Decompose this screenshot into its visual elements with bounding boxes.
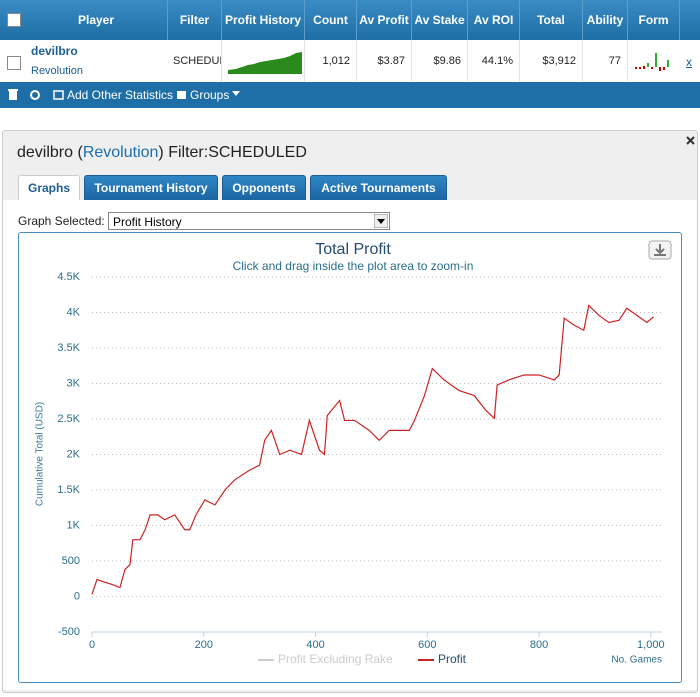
heading-text: devilbro ( — [17, 144, 83, 161]
chart-subtitle: Click and drag inside the plot area to z… — [233, 259, 474, 273]
panel-heading: devilbro (Revolution) Filter:SCHEDULED — [17, 144, 307, 162]
count-cell: 1,012 — [305, 40, 357, 82]
x-tick-label: 800 — [530, 639, 548, 651]
column-header[interactable]: Av Profit — [357, 0, 412, 40]
profit-line — [91, 304, 655, 595]
table-header — [0, 0, 700, 40]
close-button[interactable] — [686, 136, 695, 145]
form-chart — [635, 53, 669, 71]
column-header[interactable]: Form — [628, 0, 680, 40]
add-stats-button[interactable]: Add Other Statistics — [67, 88, 174, 102]
x-tick-label: 400 — [306, 639, 324, 651]
profit-sparkline — [228, 52, 302, 74]
legend-label: Profit — [438, 652, 467, 666]
legend-label: Profit Excluding Rake — [278, 652, 393, 666]
select-all-checkbox[interactable] — [7, 13, 21, 27]
column-header[interactable]: Ability — [583, 0, 628, 40]
heading-network: Revolution — [82, 144, 159, 161]
groups-icon — [177, 91, 186, 99]
y-tick-label: 2.5K — [57, 413, 80, 425]
column-header[interactable]: Count — [305, 0, 357, 40]
av-profit-cell: $3.87 — [357, 40, 412, 82]
delete-icon[interactable] — [9, 91, 17, 100]
column-header[interactable]: Total Profit — [520, 0, 583, 67]
groups-button[interactable]: Groups — [190, 88, 230, 102]
av-roi-cell: 44.1% — [468, 40, 520, 82]
y-tick-label: 3.5K — [57, 342, 80, 354]
profit-history-cell — [222, 40, 305, 82]
y-tick-label: 3K — [67, 377, 81, 389]
chart: Total Profit Click and drag inside the p… — [35, 240, 672, 666]
y-tick-label: 1.5K — [57, 484, 80, 496]
filter-cell: SCHEDULED — [168, 40, 222, 82]
table-row — [0, 40, 700, 83]
download-button[interactable] — [648, 240, 672, 260]
column-header[interactable]: Av ROI — [468, 0, 520, 40]
tab[interactable]: Active Tournaments — [310, 175, 447, 200]
chart-title: Total Profit — [315, 241, 391, 258]
column-header[interactable]: Player — [25, 0, 168, 40]
x-tick-label: 0 — [89, 639, 95, 651]
player-network[interactable]: Revolution — [31, 65, 83, 77]
column-header[interactable]: Profit History — [222, 0, 305, 40]
y-tick-label: 1K — [67, 519, 81, 531]
y-axis-label: Cumulative Total (USD) — [35, 402, 46, 506]
tab[interactable]: Opponents — [222, 175, 306, 200]
av-stake-cell: $9.86 — [412, 40, 468, 82]
remove-link[interactable]: x — [686, 55, 692, 69]
column-header[interactable]: Filter — [168, 0, 222, 40]
tab[interactable]: Tournament History — [84, 175, 218, 200]
y-tick-label: 2K — [67, 448, 81, 460]
y-tick-label: -500 — [58, 626, 80, 638]
refresh-icon[interactable] — [30, 90, 40, 100]
heading-text: ) Filter:SCHEDULED — [158, 144, 307, 161]
row-checkbox[interactable] — [7, 56, 21, 70]
chart-box — [18, 232, 682, 683]
groups-caret — [232, 91, 240, 96]
total-profit-cell: $3,912 — [520, 40, 583, 82]
y-tick-label: 0 — [74, 590, 80, 602]
toolbar — [0, 82, 700, 108]
ability-cell: 77 — [583, 40, 628, 82]
column-header[interactable]: Av Stake — [412, 0, 468, 40]
x-axis-label: No. Games — [611, 655, 662, 666]
add-icon — [53, 90, 64, 100]
y-tick-label: 4.5K — [57, 271, 80, 283]
x-tick-label: 600 — [418, 639, 436, 651]
y-tick-label: 4K — [67, 306, 81, 318]
graph-select-label: Graph Selected: — [18, 214, 105, 228]
player-name[interactable]: devilbro — [31, 44, 78, 58]
toolbar-icons — [8, 89, 40, 100]
graph-select[interactable]: Profit History — [108, 212, 390, 230]
x-tick-label: 1,000 — [637, 639, 665, 651]
graph-select-value: Profit History — [113, 215, 182, 229]
tab[interactable]: Graphs — [18, 175, 80, 200]
y-tick-label: 500 — [62, 555, 80, 567]
dropdown-arrow — [374, 214, 388, 228]
x-tick-label: 200 — [195, 639, 213, 651]
